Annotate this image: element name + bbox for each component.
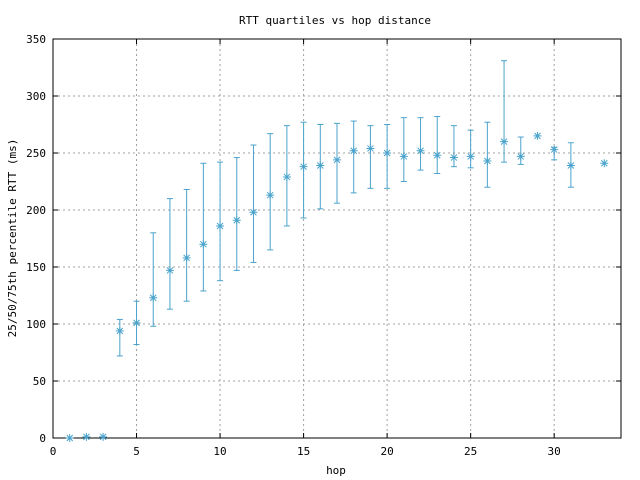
median-point <box>349 146 358 155</box>
median-point <box>165 266 174 275</box>
median-point <box>533 131 542 140</box>
median-point <box>466 152 475 161</box>
x-tick-label: 25 <box>464 445 477 458</box>
x-tick-label: 30 <box>548 445 561 458</box>
y-tick-label: 200 <box>26 204 46 217</box>
y-tick-label: 300 <box>26 90 46 103</box>
y-tick-label: 50 <box>33 375 46 388</box>
y-tick-label: 250 <box>26 147 46 160</box>
median-point <box>399 152 408 161</box>
x-axis-label: hop <box>326 464 346 477</box>
y-tick-label: 150 <box>26 261 46 274</box>
grid-lines <box>53 39 621 438</box>
x-tick-label: 0 <box>50 445 57 458</box>
median-point <box>550 145 559 154</box>
median-point <box>316 161 325 170</box>
median-point <box>433 151 442 160</box>
median-point <box>333 155 341 164</box>
data-series <box>65 60 609 442</box>
median-point <box>566 161 575 170</box>
y-tick-label: 100 <box>26 318 46 331</box>
median-point <box>383 149 392 157</box>
median-point <box>132 318 141 327</box>
median-point <box>366 144 375 153</box>
median-point <box>82 432 91 441</box>
median-point <box>65 434 74 442</box>
median-point <box>216 221 225 230</box>
median-point <box>149 293 158 302</box>
y-axis-label: 25/50/75th percentile RTT (ms) <box>6 139 19 338</box>
median-point <box>516 152 525 161</box>
median-point <box>600 159 609 168</box>
x-tick-label: 5 <box>133 445 140 458</box>
median-point <box>99 432 108 441</box>
chart-title: RTT quartiles vs hop distance <box>239 14 431 27</box>
median-point <box>282 172 291 181</box>
median-point <box>299 162 308 171</box>
median-point <box>232 216 241 225</box>
median-point <box>416 146 425 155</box>
median-point <box>483 156 492 165</box>
median-point <box>266 191 275 200</box>
median-point <box>115 326 124 335</box>
median-point <box>449 153 458 162</box>
plot-frame <box>52 38 622 439</box>
median-point <box>199 240 208 249</box>
x-tick-label: 20 <box>380 445 393 458</box>
median-point <box>249 208 258 217</box>
y-tick-label: 0 <box>39 432 46 445</box>
axis-ticks: 0 50 100 150 200 250 300 350 0 5 10 15 20 25 30 <box>26 33 621 458</box>
median-point <box>182 253 191 262</box>
x-tick-label: 10 <box>213 445 226 458</box>
median-point <box>500 137 509 146</box>
y-tick-label: 350 <box>26 33 46 46</box>
x-tick-label: 15 <box>297 445 310 458</box>
